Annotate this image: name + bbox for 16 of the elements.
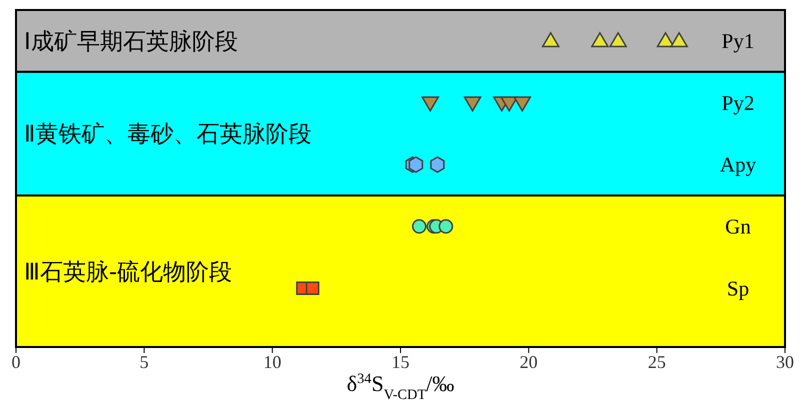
x-tick-label: 0 [12, 352, 20, 372]
y-tick-label: Apy [720, 152, 757, 177]
band-label: Ⅱ黄铁矿、毒砂、石英脉阶段 [24, 122, 312, 148]
x-tick-label: 30 [776, 352, 794, 372]
x-tick-label: 5 [140, 352, 149, 372]
x-tick-label: 25 [648, 352, 666, 372]
x-tick-label: 10 [263, 352, 282, 372]
y-tick-label: Py1 [722, 28, 754, 53]
y-tick-label: Py2 [722, 90, 754, 115]
y-tick-label: Gn [725, 214, 752, 238]
band-label: Ⅰ成矿早期石英脉阶段 [24, 28, 238, 55]
x-axis-title: δ$^{34}$S$_{V-CDT}$/‰ [346, 371, 454, 403]
y-tick-label: Sp [726, 276, 750, 300]
x-tick-label: 20 [520, 352, 538, 372]
x-tick-label: 15 [392, 352, 410, 372]
band-label: Ⅲ石英脉-硫化物阶段 [24, 259, 232, 286]
